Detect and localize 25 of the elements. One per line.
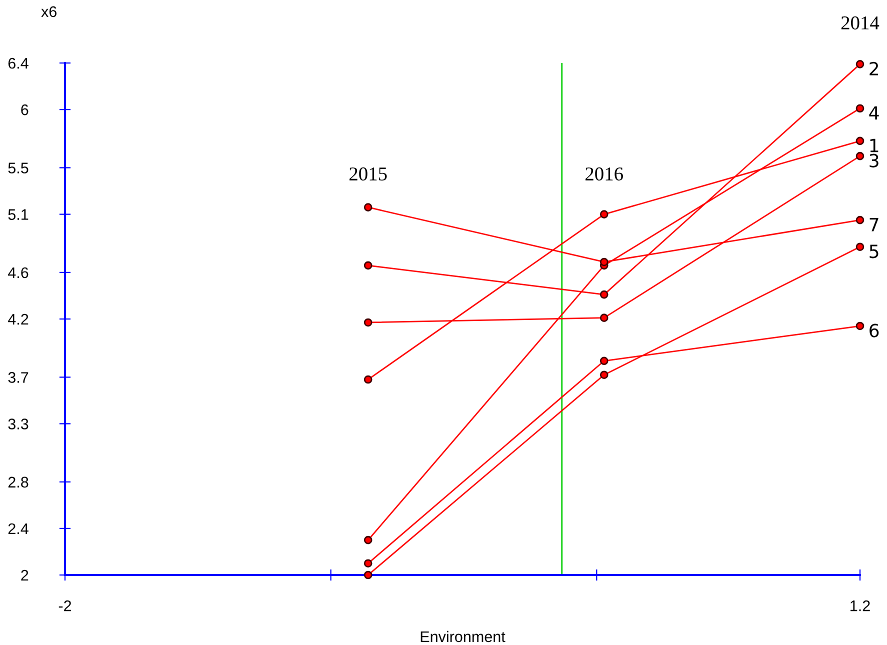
y-tick-label: 6	[21, 104, 28, 116]
series-label: 4	[869, 106, 879, 120]
series-label: 5	[870, 244, 878, 258]
series-label: 3	[870, 154, 878, 168]
y-tick-label: 4.6	[8, 267, 28, 278]
y-tick-label: 5.5	[8, 162, 28, 174]
x-tick-label: -2	[58, 600, 72, 612]
series-label: 7	[870, 218, 878, 232]
series-label: 6	[870, 324, 879, 338]
y-tick-label: 2	[21, 570, 28, 581]
annotation: 2016	[586, 167, 623, 181]
y-tick-label: 4.2	[8, 314, 28, 325]
y-tick-label: 3.3	[8, 418, 28, 430]
series-label: 1	[870, 138, 878, 152]
y-tick-label: 3.7	[8, 372, 28, 383]
y-tick-label: 5.1	[8, 209, 28, 220]
y-tick-label: 2.8	[8, 476, 28, 488]
text: 2014	[841, 16, 880, 30]
series-label: 2	[870, 62, 878, 76]
y-tick-label: 6.4	[8, 58, 28, 69]
x-tick-label: 1.2	[850, 600, 870, 612]
x-axis-title: Environment	[420, 630, 506, 642]
y-tick-label: 2.4	[8, 523, 28, 534]
annotation: 2015	[350, 167, 387, 181]
y-axis-title: x6	[41, 6, 56, 18]
